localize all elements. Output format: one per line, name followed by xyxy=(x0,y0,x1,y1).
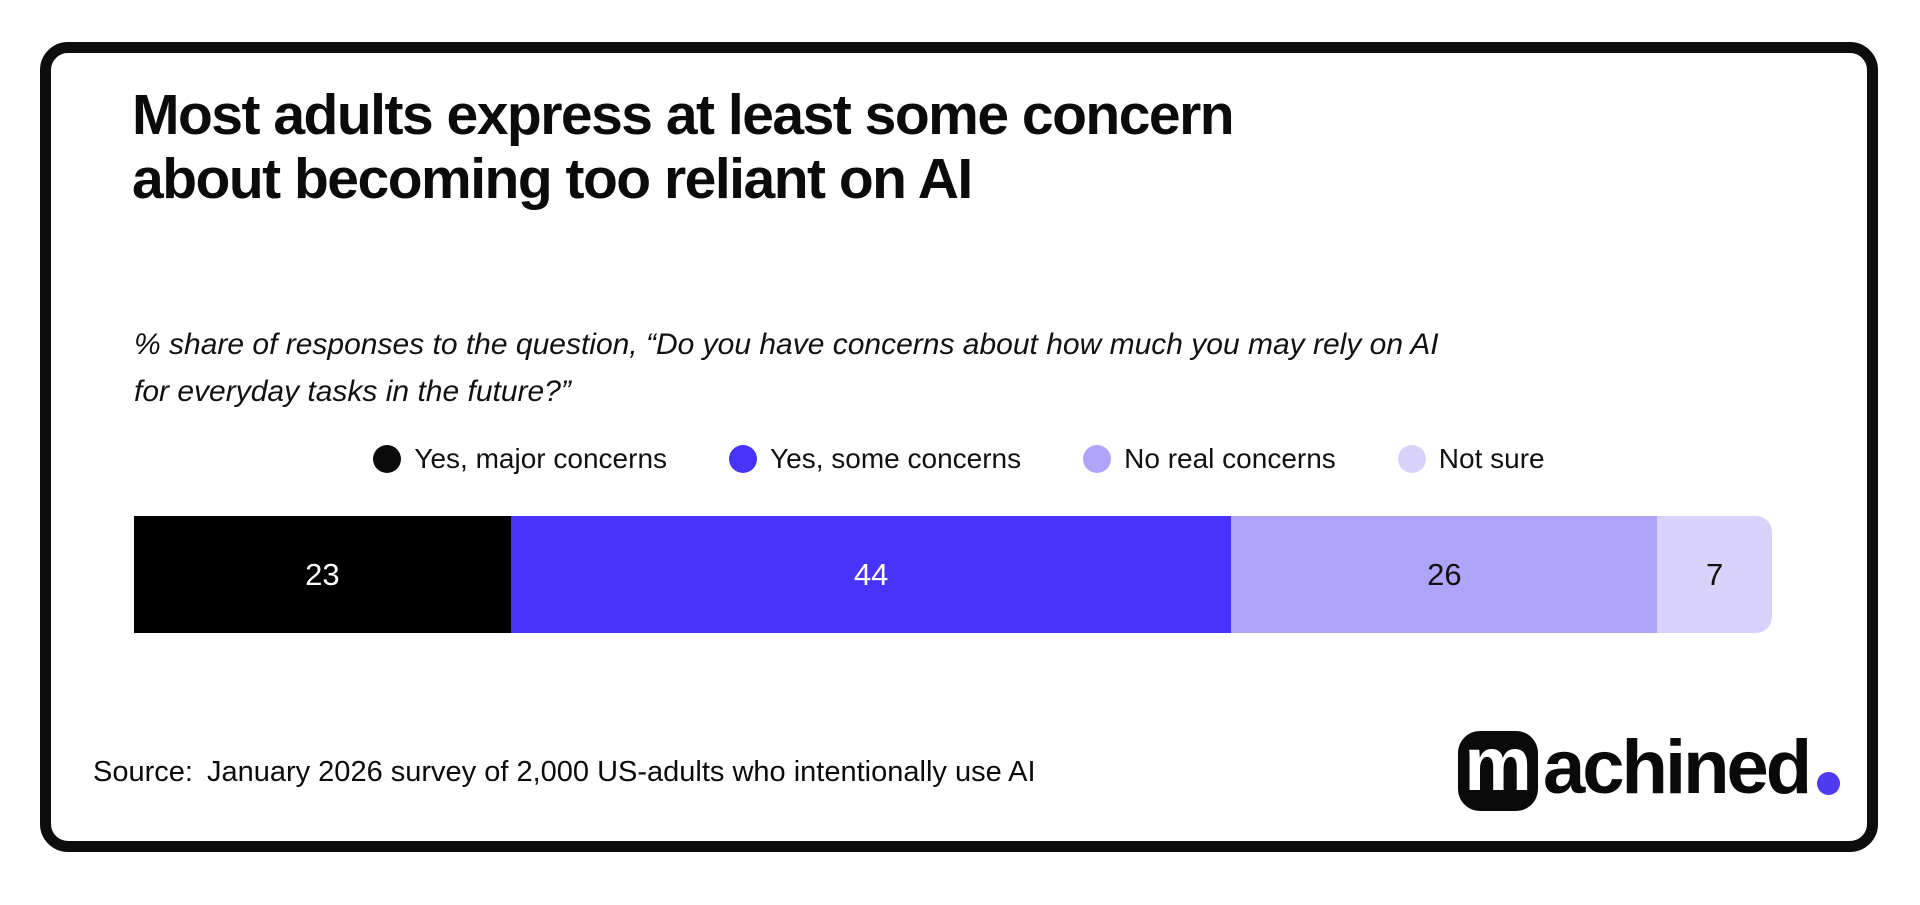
chart-title-line-1: Most adults express at least some concer… xyxy=(132,83,1235,147)
logo-box-letter: m xyxy=(1464,722,1532,807)
legend-item: Yes, major concerns xyxy=(373,443,667,475)
chart-title: Most adults express at least some concer… xyxy=(132,83,1235,211)
legend: Yes, major concerns Yes, some concerns No … xyxy=(51,443,1867,475)
legend-item: No real concerns xyxy=(1083,443,1336,475)
source-text: January 2026 survey of 2,000 US-adults w… xyxy=(206,756,1036,788)
bar-segment-value: 26 xyxy=(1427,556,1462,592)
legend-dot-icon xyxy=(373,445,402,473)
legend-label: Yes, some concerns xyxy=(770,443,1022,474)
bar-segment: 7 xyxy=(1657,516,1772,633)
logo-dot-icon xyxy=(1817,771,1841,795)
legend-dot-icon xyxy=(729,445,758,473)
legend-label: Yes, major concerns xyxy=(414,443,668,474)
chart-subtitle-line-2: for everyday tasks in the future?” xyxy=(134,375,571,408)
bar-segment: 23 xyxy=(134,516,511,633)
logo-wordmark: achined xyxy=(1543,724,1812,810)
chart-title-line-2: about becoming too reliant on AI xyxy=(132,147,973,211)
legend-dot-icon xyxy=(1083,445,1112,473)
bar-segment-value: 23 xyxy=(305,556,340,592)
bar-segment: 26 xyxy=(1231,516,1658,633)
source-note: Source: January 2026 survey of 2,000 US-a… xyxy=(93,756,1036,789)
logo-m-box-icon: m xyxy=(1458,727,1538,811)
legend-item: Not sure xyxy=(1397,443,1545,475)
chart-card: Most adults express at least some concer… xyxy=(40,42,1878,852)
stacked-bar: 23 44 26 7 xyxy=(134,516,1772,633)
chart-subtitle: % share of responses to the question, “D… xyxy=(134,321,1439,415)
legend-label: Not sure xyxy=(1438,443,1545,474)
bar-segment-value: 44 xyxy=(853,556,889,592)
bar-segment: 44 xyxy=(510,516,1232,633)
chart-subtitle-line-1: % share of responses to the question, “D… xyxy=(134,328,1439,361)
bar-segment-value: 7 xyxy=(1706,556,1724,592)
source-label: Source: xyxy=(93,756,193,788)
legend-label: No real concerns xyxy=(1124,443,1336,474)
legend-item: Yes, some concerns xyxy=(729,443,1021,475)
legend-dot-icon xyxy=(1397,445,1426,473)
machined-logo: m achined xyxy=(1458,725,1841,811)
